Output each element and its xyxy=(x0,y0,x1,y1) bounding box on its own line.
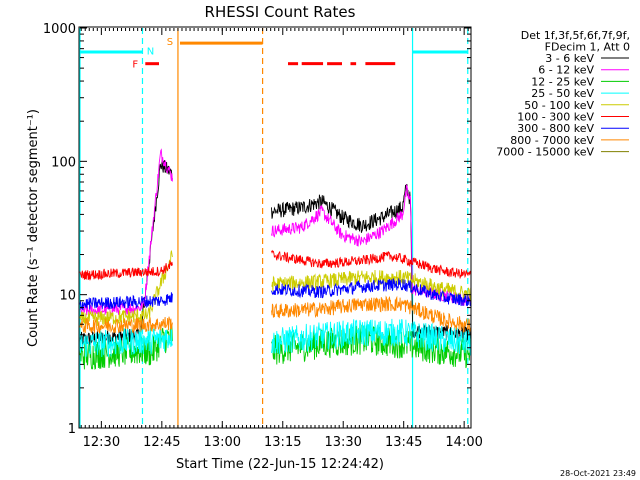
y-tick-label: 1000 xyxy=(43,22,76,37)
legend-header-line: Det 1f,3f,5f,6f,7f,9f, xyxy=(521,29,630,42)
plot-annotations: N S F xyxy=(79,28,469,428)
legend: Det 1f,3f,5f,6f,7f,9f,FDecim 1, Att 03 -… xyxy=(496,29,630,159)
y-tick-label: 100 xyxy=(51,155,76,170)
legend-entry-label: 6 - 12 keV xyxy=(538,64,594,77)
x-tick-label: 12:30 xyxy=(83,435,120,450)
legend-entry-label: 12 - 25 keV xyxy=(531,75,594,88)
axes-layer: 1 10 100 1000 12:30 12:45 13:00 13:15 13:30 13:45… xyxy=(43,22,483,450)
series-line xyxy=(79,318,472,358)
series-line xyxy=(79,148,472,317)
footer-timestamp: 28-Oct-2021 23:49 xyxy=(560,469,636,478)
series-line xyxy=(79,278,472,311)
flag-label: F xyxy=(132,60,138,71)
x-tick-label: 14:00 xyxy=(445,435,482,450)
x-tick-label: 13:45 xyxy=(385,435,422,450)
y-axis-label: Count Rate (s⁻¹ detector segment⁻¹) xyxy=(26,109,41,347)
legend-entry-label: 25 - 50 keV xyxy=(531,87,594,100)
chart-title: RHESSI Count Rates xyxy=(205,3,356,21)
x-tick-label: 13:30 xyxy=(324,435,361,450)
legend-header-line: FDecim 1, Att 0 xyxy=(545,41,630,54)
x-tick-label: 13:00 xyxy=(204,435,241,450)
legend-entry-label: 7000 - 15000 keV xyxy=(496,146,594,159)
series-line xyxy=(79,295,472,334)
y-tick-label: 1 xyxy=(68,422,76,437)
legend-entry-label: 300 - 800 keV xyxy=(517,122,594,135)
legend-entry-label: 50 - 100 keV xyxy=(524,99,594,112)
series-layer xyxy=(79,148,472,370)
legend-entry-label: 3 - 6 keV xyxy=(545,52,594,65)
legend-entry-label: 100 - 300 keV xyxy=(517,111,594,124)
series-line xyxy=(79,249,472,282)
legend-entry-label: 800 - 7000 keV xyxy=(510,134,594,147)
x-tick-label: 12:45 xyxy=(143,435,180,450)
y-tick-label: 10 xyxy=(59,289,76,304)
flag-label: S xyxy=(167,37,173,48)
x-axis-label: Start Time (22-Jun-15 12:24:42) xyxy=(176,457,384,472)
flag-label: N xyxy=(147,46,154,57)
x-tick-label: 13:15 xyxy=(264,435,301,450)
